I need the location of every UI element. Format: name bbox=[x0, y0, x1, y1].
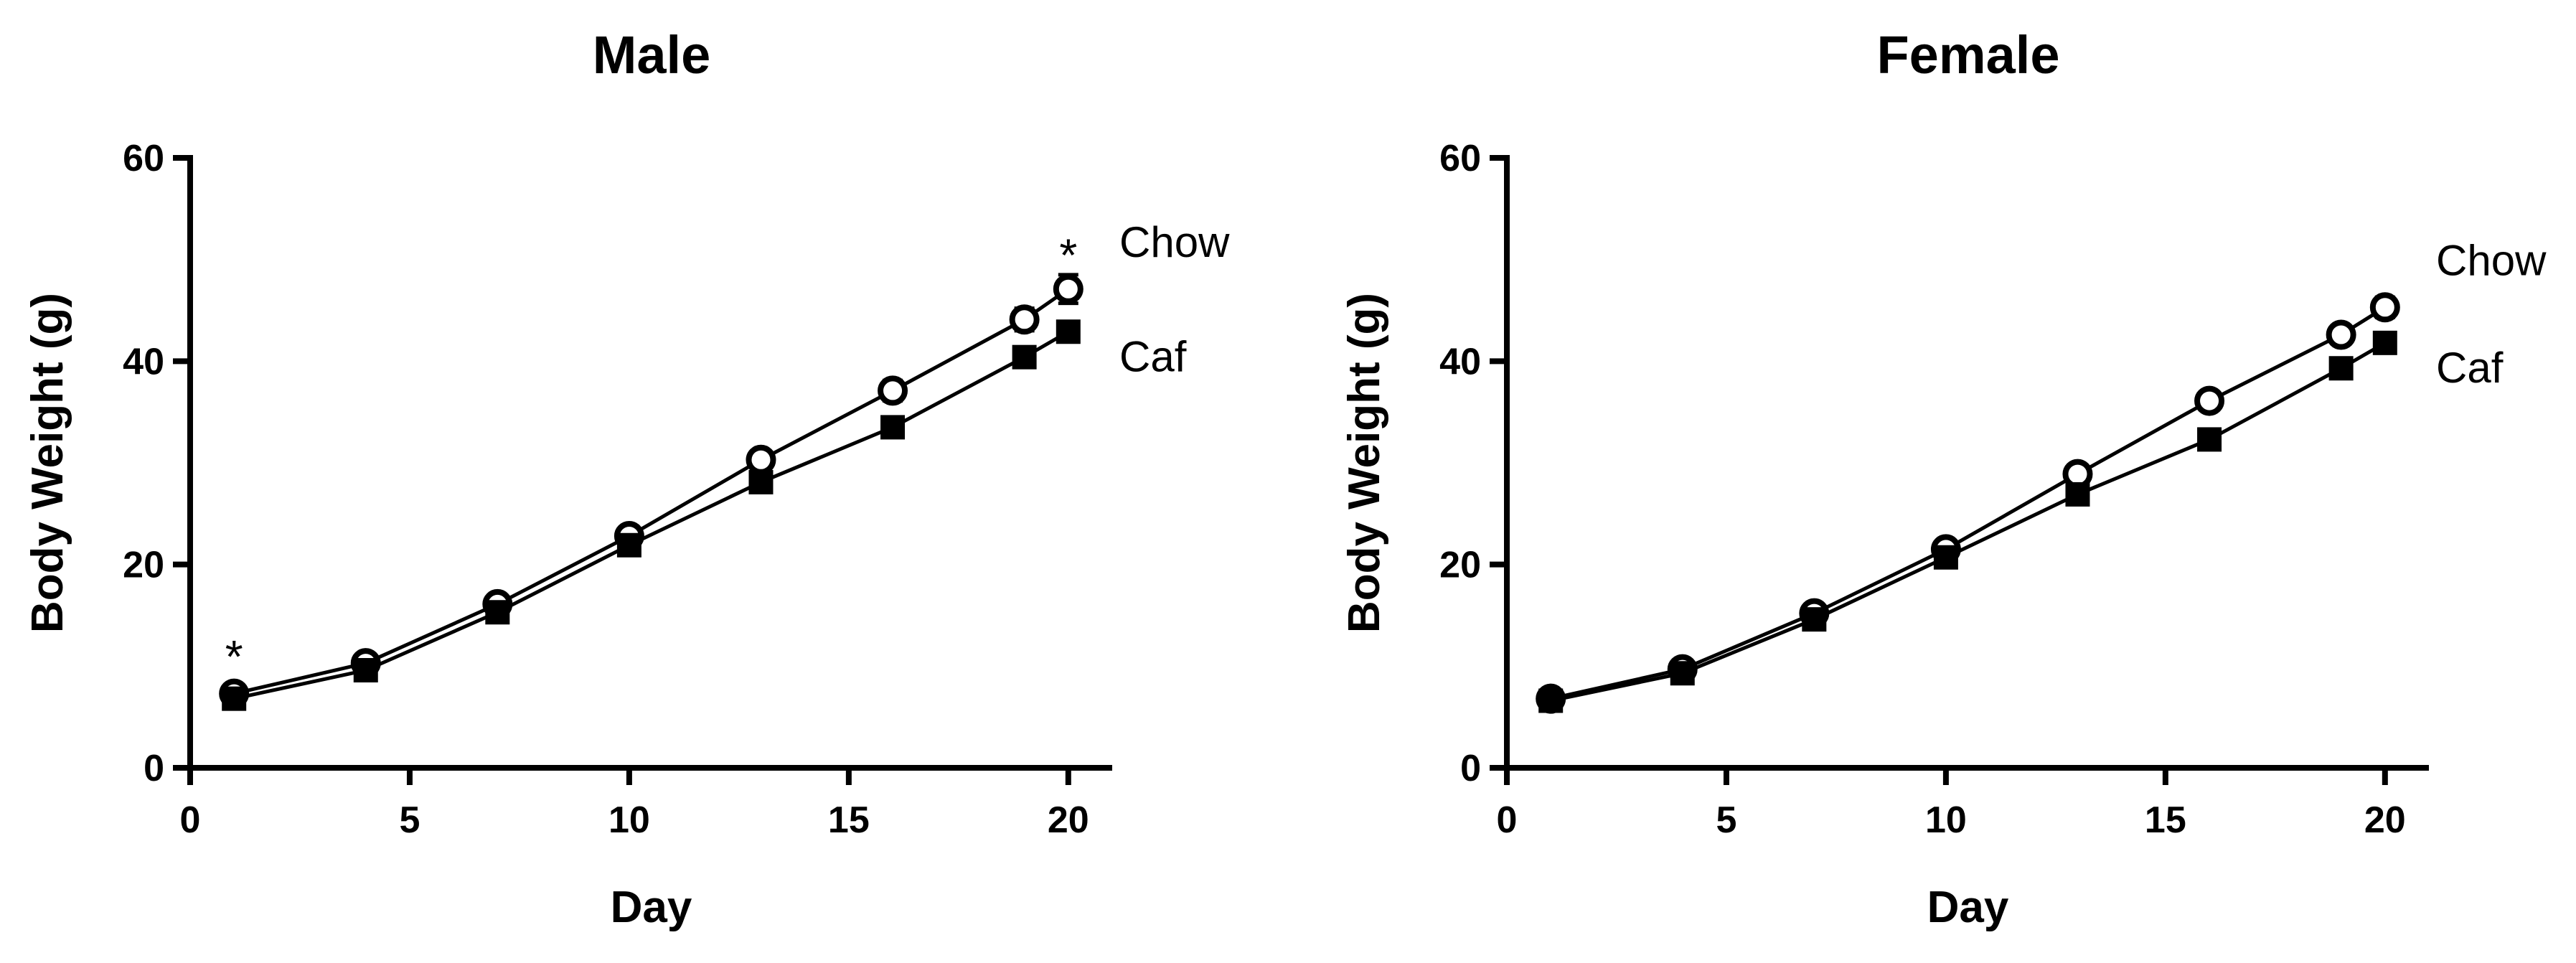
series-label-caf: Caf bbox=[2436, 344, 2504, 392]
panel-female: Female 0 5 10 15 20 0 20 40 60 Day Body Weight (g) C… bbox=[1340, 25, 2547, 932]
data-point-caf bbox=[2328, 356, 2354, 381]
series-line-caf bbox=[233, 330, 1070, 701]
y-tick-label: 40 bbox=[1439, 341, 1481, 382]
data-point-caf bbox=[616, 532, 641, 558]
data-point-caf bbox=[1802, 607, 1827, 632]
series-line-caf bbox=[1550, 341, 2387, 703]
y-tick-label: 0 bbox=[144, 748, 164, 789]
data-point-caf bbox=[748, 469, 774, 494]
data-point-caf bbox=[1538, 688, 1564, 713]
x-tick-label: 5 bbox=[399, 799, 420, 841]
data-point-chow bbox=[878, 375, 908, 406]
y-axis-label: Body Weight (g) bbox=[23, 293, 72, 633]
y-tick-label: 40 bbox=[123, 341, 164, 382]
x-tick-label: 15 bbox=[2145, 799, 2186, 841]
chart-title: Female bbox=[1876, 25, 2059, 85]
data-point-caf bbox=[353, 658, 378, 682]
data-point-caf bbox=[1056, 319, 1081, 344]
x-tick-label: 10 bbox=[608, 799, 650, 841]
x-tick-label: 20 bbox=[1048, 799, 1089, 841]
panel-male: Male 0 5 10 15 20 0 20 40 60 Day Body Weight (g) Cho… bbox=[23, 25, 1230, 932]
data-point-caf bbox=[1933, 545, 1958, 570]
x-axis-label: Day bbox=[1927, 883, 2009, 932]
significance-marker: * bbox=[1059, 230, 1077, 281]
data-point-caf bbox=[222, 686, 247, 711]
data-point-caf bbox=[2372, 330, 2397, 355]
y-tick-label: 60 bbox=[1439, 138, 1481, 179]
data-point-chow bbox=[1009, 304, 1040, 335]
data-point-caf bbox=[1012, 344, 1037, 370]
x-tick-label: 15 bbox=[828, 799, 870, 841]
x-axis-label: Day bbox=[611, 883, 692, 932]
data-point-caf bbox=[880, 415, 906, 440]
x-tick-label: 10 bbox=[1925, 799, 1967, 841]
series-label-caf: Caf bbox=[1119, 332, 1187, 380]
y-axis-label: Body Weight (g) bbox=[1340, 293, 1389, 633]
y-tick-label: 60 bbox=[123, 138, 164, 179]
series-label-chow: Chow bbox=[2436, 236, 2547, 284]
data-point-caf bbox=[485, 600, 510, 625]
series-line-chow bbox=[233, 287, 1070, 696]
data-point-chow bbox=[746, 444, 776, 475]
data-point-chow bbox=[2369, 292, 2400, 323]
data-point-caf bbox=[1670, 661, 1695, 686]
data-point-chow bbox=[2194, 385, 2225, 416]
x-tick-label: 5 bbox=[1716, 799, 1736, 841]
x-tick-label: 0 bbox=[180, 799, 201, 841]
data-point-chow bbox=[1053, 273, 1083, 304]
data-point-caf bbox=[2197, 427, 2222, 452]
significance-marker: * bbox=[225, 631, 243, 682]
data-point-chow bbox=[2326, 319, 2356, 350]
series-line-chow bbox=[1550, 306, 2387, 701]
x-tick-label: 0 bbox=[1497, 799, 1518, 841]
y-tick-label: 20 bbox=[123, 545, 164, 586]
data-point-caf bbox=[2065, 482, 2090, 507]
series-label-chow: Chow bbox=[1119, 218, 1230, 266]
y-tick-label: 20 bbox=[1439, 545, 1481, 586]
chart-title: Male bbox=[593, 25, 711, 85]
x-tick-label: 20 bbox=[2364, 799, 2406, 841]
y-tick-label: 0 bbox=[1460, 748, 1481, 789]
